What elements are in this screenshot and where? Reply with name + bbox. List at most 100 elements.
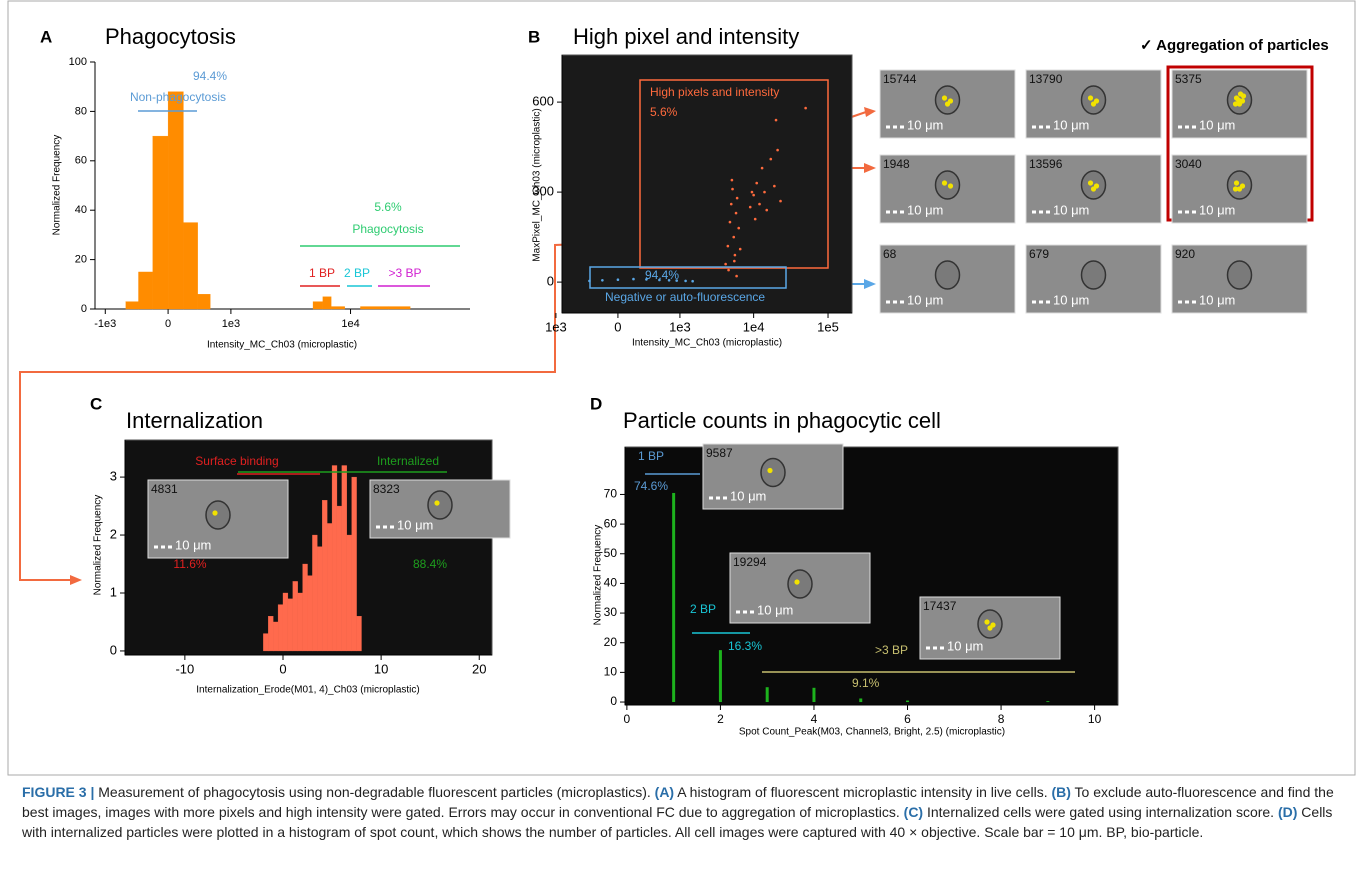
- y-tick-label: 2: [110, 526, 117, 541]
- x-tick-label: -10: [175, 661, 194, 676]
- scatter-point: [760, 166, 764, 170]
- histogram-bar: [356, 616, 362, 652]
- histogram-bar: [336, 505, 343, 652]
- scatter-point: [731, 187, 734, 191]
- scatter-point: [753, 217, 757, 221]
- scatter-point: [804, 106, 807, 110]
- scatter-point: [727, 268, 730, 272]
- cell: [1080, 170, 1107, 200]
- histogram-bar: [326, 523, 333, 652]
- cell: [1080, 260, 1107, 290]
- histogram-bar: [346, 534, 352, 652]
- annotation: >3 BP: [388, 266, 421, 280]
- scatter-point: [750, 190, 754, 194]
- scale-bar-label: 10 μm: [397, 517, 433, 532]
- annotation: 94.4%: [645, 268, 679, 282]
- figure-frame: [7, 0, 1356, 776]
- scatter-point: [684, 279, 687, 283]
- cell-image: 1948 10 μm: [879, 154, 1016, 224]
- histogram-bar: [297, 592, 303, 652]
- scatter-point: [726, 244, 730, 248]
- scatter-point: [779, 199, 782, 203]
- annotation: 2 BP: [344, 266, 370, 280]
- scale-bar-label: 10 μm: [1199, 202, 1235, 217]
- annotation: 5.6%: [374, 200, 402, 214]
- cell-image: 17437 10 μm: [919, 596, 1061, 660]
- scatter-point: [735, 274, 738, 278]
- cell: [1080, 85, 1107, 115]
- gate: [639, 79, 829, 269]
- scatter-point: [734, 211, 738, 215]
- histogram-bar: [341, 465, 347, 652]
- scatter-point: [729, 202, 733, 206]
- particle: [767, 467, 773, 474]
- annotation: Phagocytosis: [352, 222, 423, 236]
- particle: [941, 95, 948, 101]
- cell-image: 15744 10 μm: [879, 69, 1016, 139]
- annotation: High pixels and intensity: [650, 85, 779, 99]
- cell-image: 679 10 μm: [1025, 244, 1162, 314]
- x-tick-label: 1e3: [222, 318, 240, 330]
- annotation: 94.4%: [193, 69, 227, 83]
- image-id: 920: [1175, 247, 1195, 261]
- gate: [589, 266, 787, 289]
- particle: [1087, 180, 1094, 186]
- x-tick-label: 0: [624, 712, 631, 726]
- cell: [1226, 260, 1253, 290]
- scatter-point: [667, 279, 671, 282]
- scatter-point: [776, 148, 779, 152]
- particle: [1233, 180, 1240, 186]
- histogram-bar: [183, 222, 198, 310]
- scale-bar-label: 10 μm: [1053, 202, 1089, 217]
- scatter-point: [735, 196, 739, 200]
- particle: [1232, 186, 1239, 192]
- y-tick-label: 0: [610, 694, 617, 708]
- panel-note: ✓ Aggregation of particles: [1140, 37, 1329, 54]
- bar: [1046, 701, 1050, 703]
- panel-title: Internalization: [126, 408, 263, 433]
- scatter-point: [658, 278, 661, 282]
- scale-bar-label: 10 μm: [907, 117, 943, 132]
- y-tick-label: 40: [604, 576, 618, 590]
- scatter-point: [752, 193, 755, 197]
- scatter-point: [748, 205, 752, 209]
- particle: [987, 625, 993, 631]
- y-axis-label: MaxPixel_MC_Ch03 (microplastic): [532, 108, 543, 261]
- x-axis-label: Intensity_MC_Ch03 (microplastic): [207, 340, 357, 351]
- cell: [760, 457, 786, 488]
- image-id: 13790: [1029, 72, 1063, 86]
- y-tick-label: 30: [604, 605, 618, 619]
- scatter-point: [675, 279, 678, 282]
- panel-letter: B: [528, 27, 540, 46]
- caption-text: A histogram of fluorescent microplastic …: [674, 784, 1052, 800]
- caption-label: (D): [1277, 804, 1298, 820]
- panel-letter: D: [590, 394, 602, 413]
- particle: [1235, 97, 1242, 103]
- annotation: Surface binding: [195, 454, 278, 468]
- scale-bar-label: 10 μm: [1053, 292, 1089, 307]
- x-tick-label: 1e3: [669, 319, 691, 334]
- cell-image: 4831 10 μm: [147, 479, 289, 559]
- particle: [212, 510, 218, 516]
- x-tick-label: 10: [1088, 712, 1102, 726]
- scale-bar-label: 10 μm: [1199, 292, 1235, 307]
- particle: [944, 101, 951, 107]
- histogram-bar: [388, 306, 411, 310]
- x-tick-label: 4: [811, 712, 818, 726]
- annotation: 11.6%: [173, 557, 206, 571]
- y-tick-label: 20: [604, 635, 618, 649]
- scatter-point: [732, 235, 736, 239]
- scale-bar-label: 10 μm: [1199, 117, 1235, 132]
- cell: [934, 85, 961, 115]
- scatter-point: [733, 259, 736, 263]
- arrow-head: [70, 575, 82, 585]
- arrow-head: [864, 163, 876, 173]
- figure: A Phagocytosis Intensity_MC_Ch03 (micropla…: [7, 0, 1356, 776]
- y-tick-label: 80: [75, 105, 87, 117]
- x-tick-label: -1e3: [94, 318, 116, 330]
- scatter-point: [758, 202, 761, 206]
- x-axis-label: Intensity_MC_Ch03 (microplastic): [632, 338, 782, 349]
- cell-image: 13596 10 μm: [1025, 154, 1162, 224]
- histogram-bar: [317, 546, 323, 652]
